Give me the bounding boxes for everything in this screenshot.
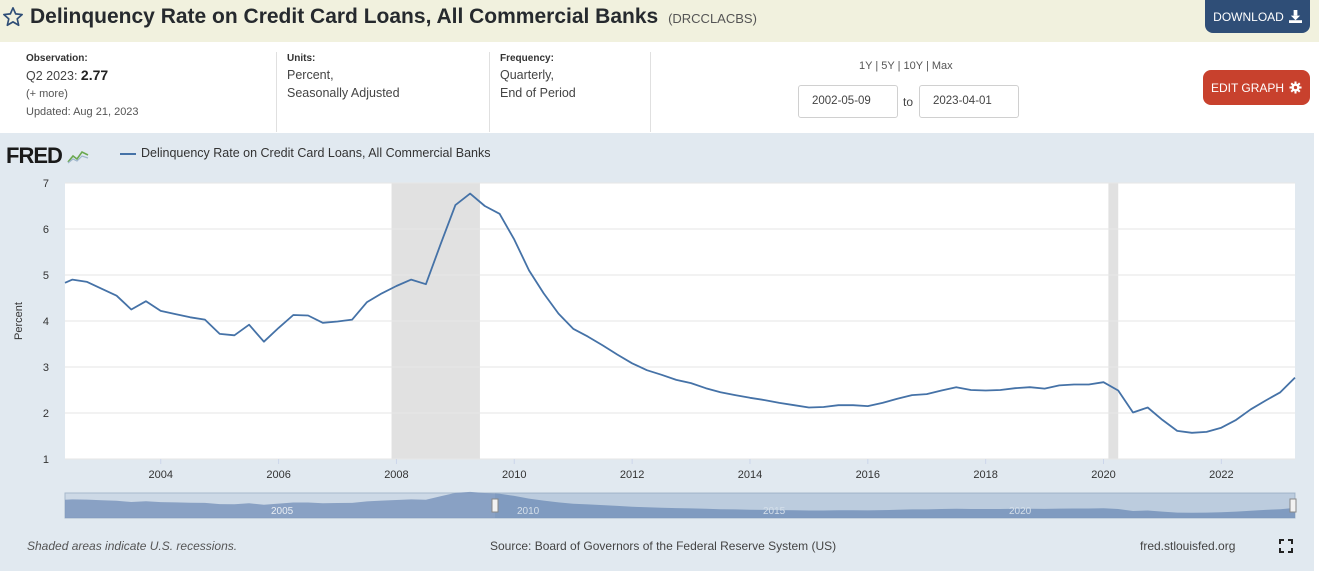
download-button[interactable]: DOWNLOAD: [1205, 0, 1310, 33]
page-title: Delinquency Rate on Credit Card Loans, A…: [30, 5, 757, 29]
fred-logo-chart-icon: [67, 148, 90, 164]
updated-date: Updated: Aug 21, 2023: [26, 106, 139, 118]
navigator-series: [65, 491, 1295, 518]
x-tick-label: 2010: [502, 469, 526, 481]
range-10y[interactable]: 10Y: [903, 60, 923, 72]
range-5y[interactable]: 5Y: [881, 60, 895, 72]
range-1y[interactable]: 1Y: [859, 60, 873, 72]
fred-logo: FRED: [6, 143, 90, 169]
observation-label: Observation:: [26, 53, 88, 64]
navigator-label: 2010: [517, 506, 540, 517]
chart-area: FRED Delinquency Rate on Credit Card Loa…: [0, 133, 1314, 571]
x-tick-label: 2014: [738, 469, 762, 481]
x-tick-label: 2012: [620, 469, 644, 481]
y-axis-label: Percent: [13, 302, 25, 340]
range-separator: |: [897, 60, 901, 72]
expand-icon[interactable]: [1279, 539, 1293, 553]
title-bar: Delinquency Rate on Credit Card Loans, A…: [0, 0, 1319, 42]
end-date-input[interactable]: 2023-04-01: [919, 85, 1019, 118]
range-max[interactable]: Max: [931, 60, 953, 72]
units-label: Units:: [287, 53, 316, 64]
y-tick-label: 6: [43, 224, 49, 236]
more-link[interactable]: (+ more): [26, 88, 68, 100]
range-separator: |: [875, 60, 879, 72]
observation-block: Observation: Q2 2023: 2.77 (+ more) Upda…: [26, 52, 139, 121]
y-tick-label: 2: [43, 408, 49, 420]
star-icon[interactable]: [2, 6, 24, 28]
range-separator: |: [925, 60, 929, 72]
series-line: [64, 192, 1296, 434]
gear-icon: [1289, 81, 1302, 94]
y-tick-label: 7: [43, 178, 49, 190]
navigator-label: 2015: [763, 506, 786, 517]
frequency-label: Frequency:: [500, 53, 554, 64]
legend-label: Delinquency Rate on Credit Card Loans, A…: [141, 146, 491, 160]
divider: [276, 52, 277, 132]
navigator-handle: [491, 498, 499, 513]
site-link[interactable]: fred.stlouisfed.org: [1140, 539, 1236, 553]
y-tick-label: 3: [43, 362, 49, 374]
x-tick-label: 2016: [856, 469, 880, 481]
x-tick-label: 2020: [1091, 469, 1115, 481]
units-block: Units: Percent, Seasonally Adjusted: [287, 52, 400, 102]
x-tick-label: 2022: [1209, 469, 1233, 481]
navigator-label: 2005: [271, 506, 294, 517]
units-line1: Percent,: [287, 68, 334, 82]
date-to-label: to: [903, 95, 914, 109]
download-label: DOWNLOAD: [1213, 9, 1284, 24]
observation-period: Q2 2023:: [26, 69, 78, 83]
y-tick-label: 1: [43, 454, 49, 466]
x-tick-label: 2008: [384, 469, 408, 481]
recession-note: Shaded areas indicate U.S. recessions.: [27, 539, 238, 553]
download-icon: [1288, 10, 1302, 23]
divider: [489, 52, 490, 132]
line-chart: 1 2 3 4 5 6 7 2004 2006 2008 2010 2012 2014 2016 2018 2…: [13, 178, 1297, 519]
edit-graph-label: EDIT GRAPH: [1210, 80, 1285, 95]
navigator-label: 2020: [1009, 506, 1032, 517]
x-tick-label: 2004: [149, 469, 173, 481]
x-tick-label: 2018: [973, 469, 997, 481]
navigator-selection: [495, 493, 1295, 518]
source-note: Source: Board of Governors of the Federa…: [490, 539, 837, 553]
series-id: (DRCCLACBS): [668, 11, 757, 26]
fred-logo-text: FRED: [6, 143, 63, 168]
range-selector: 1Y | 5Y | 10Y | Max: [859, 60, 953, 72]
frequency-line1: Quarterly,: [500, 68, 554, 82]
title-text: Delinquency Rate on Credit Card Loans, A…: [30, 5, 659, 28]
y-tick-label: 5: [43, 270, 49, 282]
divider: [650, 52, 651, 132]
units-line2: Seasonally Adjusted: [287, 86, 400, 100]
frequency-line2: End of Period: [500, 86, 576, 100]
x-tick-label: 2006: [266, 469, 290, 481]
legend-swatch: [120, 153, 136, 155]
navigator-handle: [1289, 498, 1297, 513]
start-date-input[interactable]: 2002-05-09: [798, 85, 898, 118]
frequency-block: Frequency: Quarterly, End of Period: [500, 52, 576, 102]
y-tick-label: 4: [43, 316, 49, 328]
observation-value: 2.77: [80, 67, 109, 83]
edit-graph-button[interactable]: EDIT GRAPH: [1203, 70, 1310, 105]
